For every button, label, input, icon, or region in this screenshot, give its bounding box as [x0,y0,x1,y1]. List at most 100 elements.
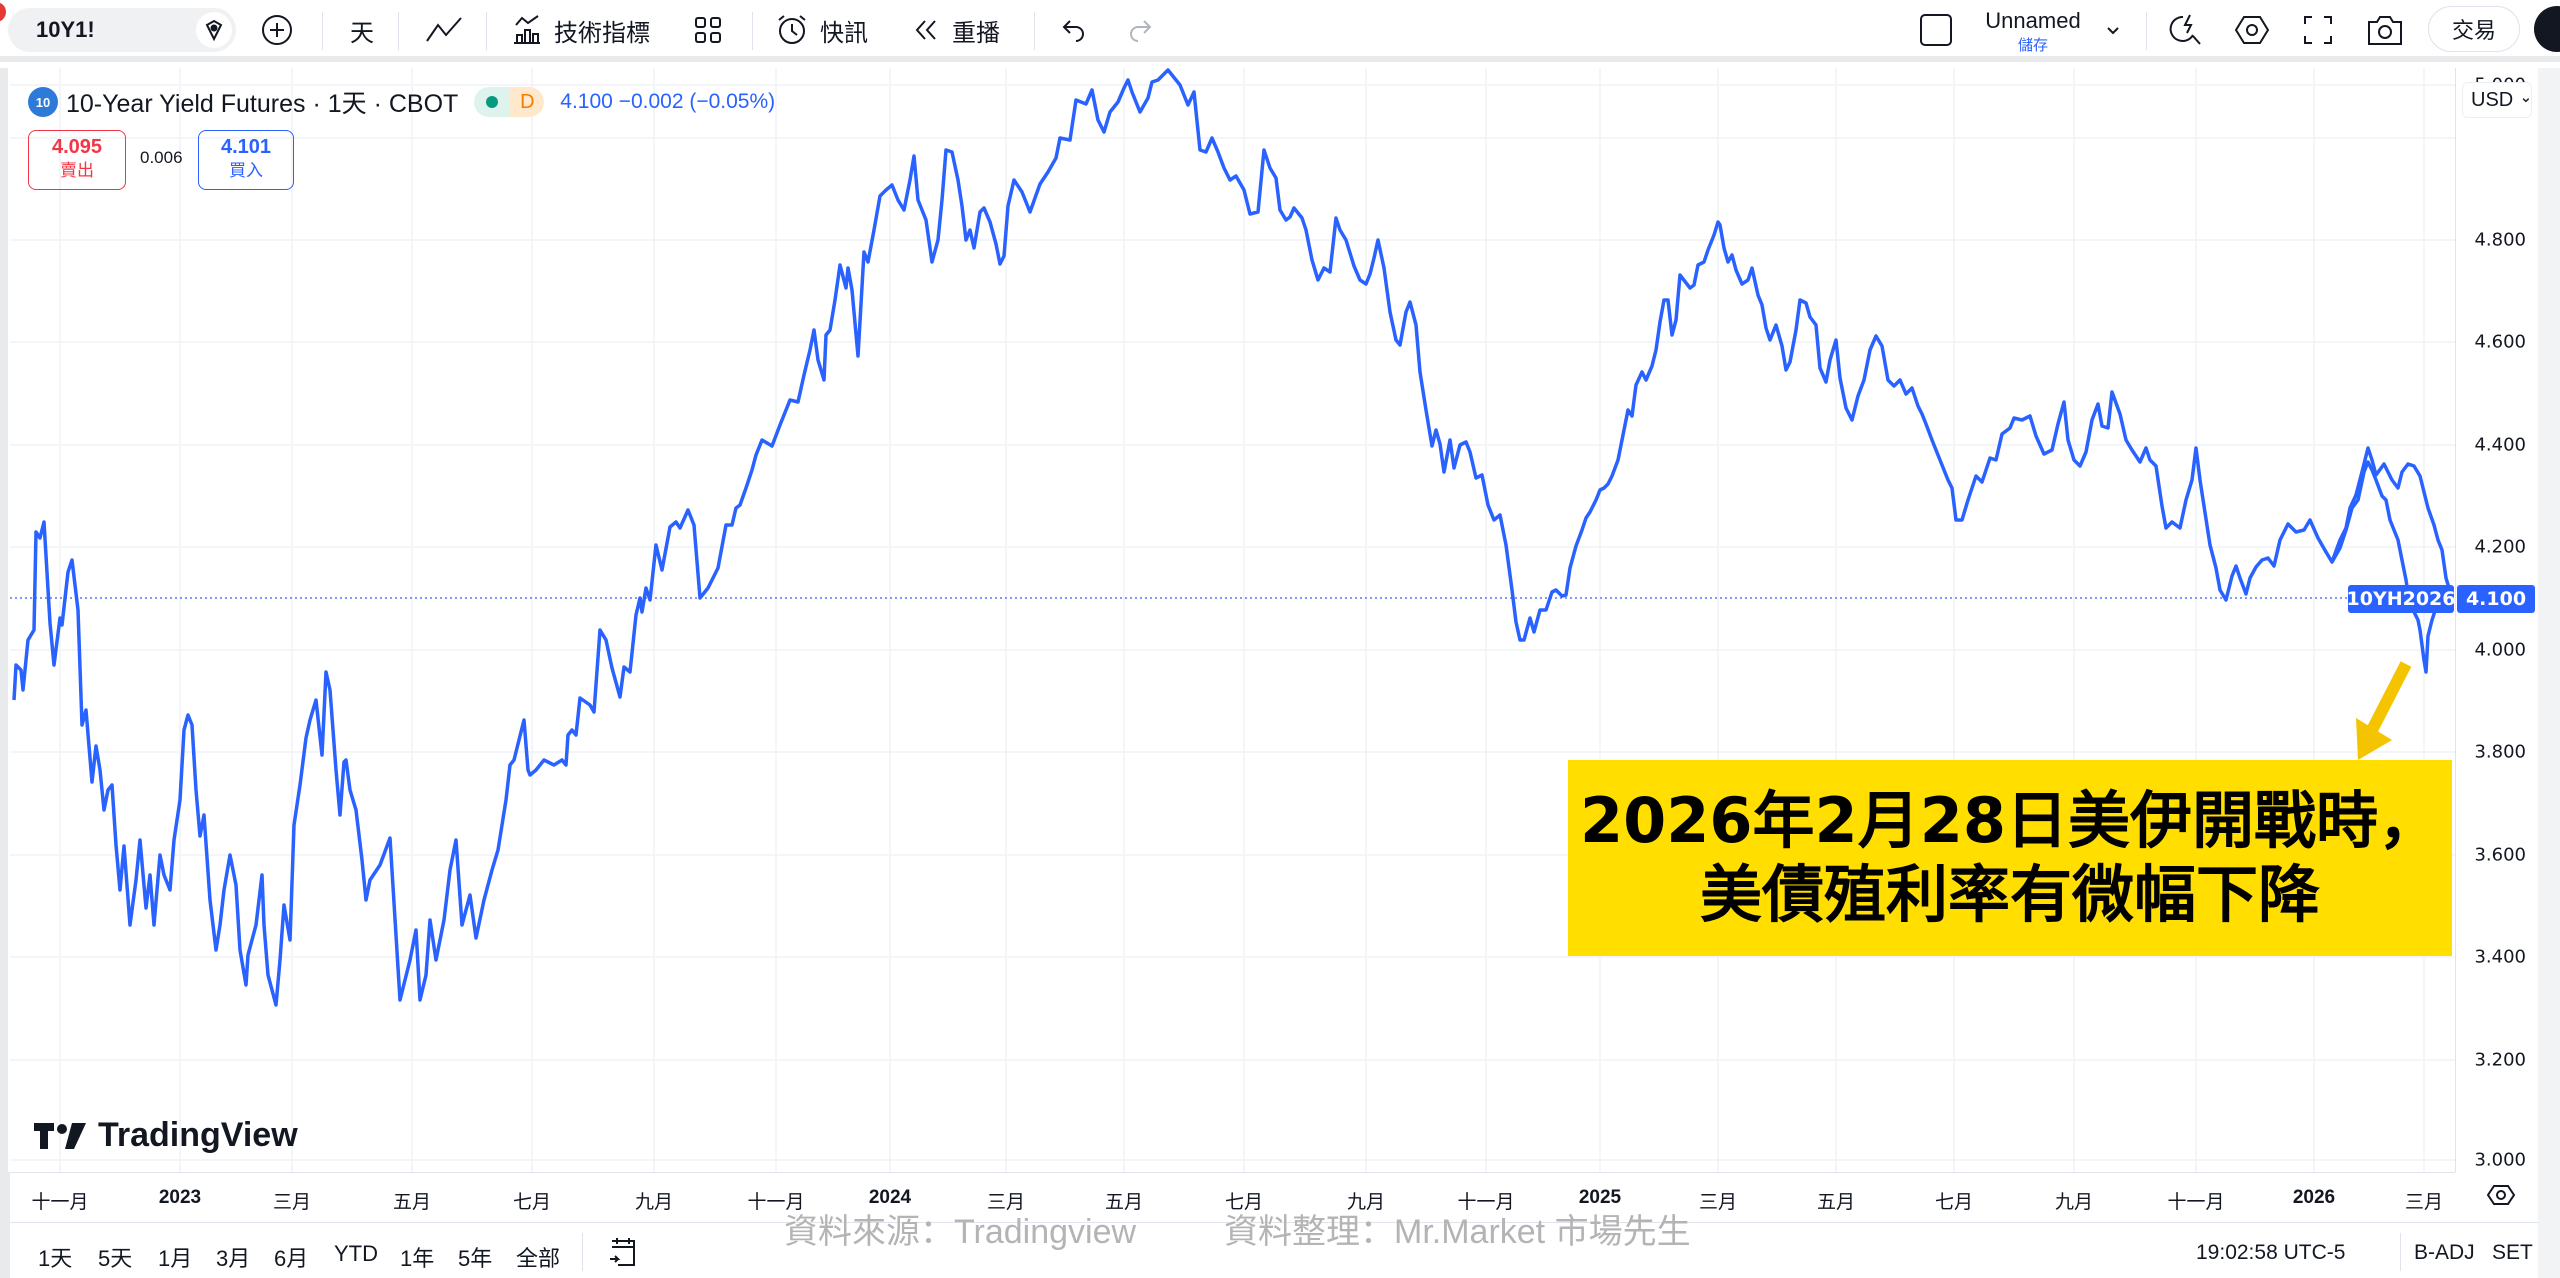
chart-pane[interactable]: 10 10-Year Yield Futures · 1天 · CBOT D 4… [8,68,2463,1172]
time-label: 五月 [1104,1192,1144,1213]
top-toolbar: 10Y1! 天 技術指標 快訊 重播 Unnamed 儲存 [0,0,2560,62]
calendar-goto-icon [610,1238,635,1266]
screenshot-button[interactable] [2366,8,2404,52]
time-label: 七月 [1934,1192,1974,1213]
undo-button[interactable] [1060,8,1088,52]
time-label: 五月 [1816,1192,1856,1213]
time-label: 三月 [2404,1192,2444,1213]
camera-icon [2368,16,2402,45]
settings-button[interactable] [2234,8,2270,52]
time-label: 2025 [1578,1187,1622,1208]
left-panel-border [0,68,10,1278]
price-chart[interactable] [8,68,2455,1172]
square-icon [1920,14,1952,46]
chart-legend[interactable]: 10 10-Year Yield Futures · 1天 · CBOT D 4… [28,84,775,120]
alert-button[interactable]: 快訊 [774,8,868,52]
chevron-down-icon [2107,27,2119,35]
annotation-line-1: 2026年2月28日美伊開戰時， [1580,784,2440,857]
delay-badge: D [510,87,545,117]
time-label: 三月 [272,1192,312,1213]
price-label: 4.000 [2474,639,2526,661]
replay-label: 重播 [952,19,1000,47]
grid-icon [695,17,721,43]
range-all-button[interactable]: 全部 [516,1246,561,1271]
annotation-callout: 2026年2月28日美伊開戰時， 美債殖利率有微幅下降 [1568,760,2452,956]
redo-button[interactable] [1126,8,1154,52]
tradingview-logo[interactable]: TradingView [34,1116,298,1155]
chart-type-button[interactable] [424,8,464,52]
status-dot-icon [474,87,511,117]
watermark-compiled: 資料整理：Mr.Market 市場先生 [1224,1213,1691,1251]
alarm-clock-icon [778,15,806,44]
interval-label: 天 [350,19,374,47]
sell-label: 賣出 [60,161,94,180]
range-1d-button[interactable]: 1天 [38,1246,73,1271]
range-ytd-button[interactable]: YTD [334,1241,378,1266]
gear-hexagon-icon [2486,1185,2516,1205]
layout-name-button[interactable]: Unnamed 儲存 [1978,8,2088,55]
templates-button[interactable] [692,8,724,52]
clock-timezone[interactable]: 19:02:58 UTC-5 [2196,1241,2346,1264]
time-label: 三月 [1698,1192,1738,1213]
time-label: 2026 [2292,1187,2336,1208]
range-6m-button[interactable]: 6月 [274,1246,309,1271]
publish-button[interactable] [2534,6,2560,52]
adjustment-toggle[interactable]: B-ADJ [2414,1241,2475,1264]
grid-vertical [59,68,2425,1172]
sell-button[interactable]: 4.095 賣出 [28,130,126,190]
currency-label: USD [2471,88,2514,111]
quick-search-button[interactable] [2168,8,2206,52]
range-3m-button[interactable]: 3月 [216,1246,251,1271]
symbol-search[interactable]: 10Y1! [8,8,236,52]
undo-icon [1062,20,1084,42]
compare-icon[interactable] [196,12,232,48]
range-5y-button[interactable]: 5年 [458,1246,493,1271]
notification-dot [0,2,6,22]
rewind-icon [915,20,936,40]
time-label: 十一月 [747,1192,805,1213]
tradingview-logo-text: TradingView [98,1116,298,1154]
gear-hexagon-icon [2234,16,2270,44]
right-panel-border [2538,68,2560,1278]
time-axis[interactable]: 十一月 2023 三月 五月 七月 九月 十一月 2024 三月 五月 七月 九… [10,1172,2455,1222]
trade-label: 交易 [2451,18,2496,43]
time-label: 2024 [868,1187,912,1208]
indicators-button[interactable]: 技術指標 [510,8,650,52]
symbol-name: 10Y1! [36,17,95,42]
indicators-icon [514,15,540,44]
buy-price: 4.101 [220,136,272,158]
symbol-badge: 10 [28,87,58,117]
price-label: 3.200 [2474,1049,2526,1071]
interval-button[interactable]: 天 [350,8,374,52]
fullscreen-button[interactable] [2302,8,2334,52]
replay-button[interactable]: 重播 [912,8,1000,52]
time-label: 三月 [986,1192,1026,1213]
bottom-toolbar: 1天 5天 1月 3月 6月 YTD 1年 5年 全部 19:02:58 UTC… [10,1222,2538,1278]
price-label: 3.400 [2474,946,2526,968]
sell-price: 4.095 [51,136,103,158]
time-label: 九月 [634,1192,674,1213]
time-label: 七月 [512,1192,552,1213]
range-1y-button[interactable]: 1年 [400,1246,435,1271]
add-symbol-button[interactable] [260,8,294,52]
market-status-pill[interactable]: D [474,87,545,117]
yield-line-end [2330,460,2445,674]
layout-dropdown[interactable] [2104,8,2122,52]
price-label: 4.400 [2474,434,2526,456]
currency-selector[interactable]: USD [2462,82,2532,118]
time-label: 十一月 [1457,1192,1515,1213]
layout-checkbox[interactable] [1918,8,1954,52]
range-5d-button[interactable]: 5天 [98,1246,133,1271]
save-label: 儲存 [2017,37,2048,54]
fullscreen-icon [2304,16,2332,44]
annotation-arrow-icon [2356,661,2412,760]
axis-settings-button[interactable] [2486,1180,2516,1215]
go-to-date-button[interactable] [606,1235,640,1274]
session-toggle[interactable]: SET [2492,1241,2533,1264]
buy-label: 買入 [229,161,263,180]
buy-button[interactable]: 4.101 買入 [198,130,294,190]
trade-button[interactable]: 交易 [2428,6,2520,52]
range-1m-button[interactable]: 1月 [158,1246,193,1271]
price-axis[interactable]: 5.000 4.800 4.600 4.400 4.200 4.000 3.80… [2455,68,2538,1172]
tradingview-logo-icon [34,1122,86,1149]
